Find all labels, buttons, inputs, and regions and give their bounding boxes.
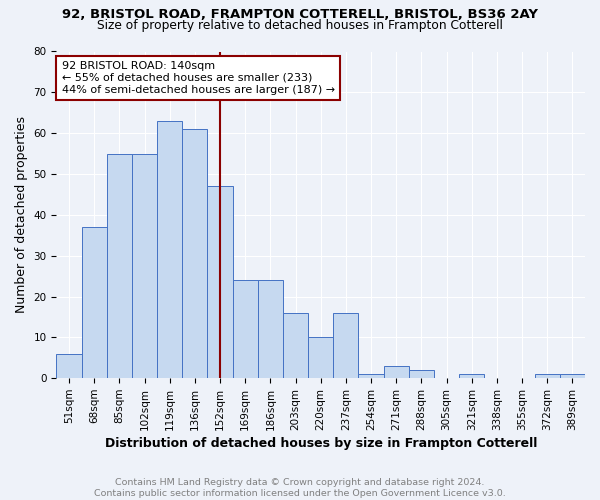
Bar	[459, 374, 484, 378]
Bar	[383, 366, 409, 378]
Text: 92 BRISTOL ROAD: 140sqm
← 55% of detached houses are smaller (233)
44% of semi-d: 92 BRISTOL ROAD: 140sqm ← 55% of detache…	[62, 62, 335, 94]
Bar	[333, 313, 358, 378]
Bar	[535, 374, 560, 378]
Bar	[208, 186, 233, 378]
Bar	[409, 370, 434, 378]
Bar	[233, 280, 258, 378]
Bar	[82, 227, 107, 378]
Text: Size of property relative to detached houses in Frampton Cotterell: Size of property relative to detached ho…	[97, 18, 503, 32]
Bar	[157, 121, 182, 378]
Bar	[56, 354, 82, 378]
Bar	[258, 280, 283, 378]
Bar	[132, 154, 157, 378]
Bar	[358, 374, 383, 378]
Bar	[182, 129, 208, 378]
Bar	[107, 154, 132, 378]
Bar	[560, 374, 585, 378]
Text: 92, BRISTOL ROAD, FRAMPTON COTTERELL, BRISTOL, BS36 2AY: 92, BRISTOL ROAD, FRAMPTON COTTERELL, BR…	[62, 8, 538, 20]
Y-axis label: Number of detached properties: Number of detached properties	[15, 116, 28, 314]
Bar	[308, 338, 333, 378]
Bar	[283, 313, 308, 378]
X-axis label: Distribution of detached houses by size in Frampton Cotterell: Distribution of detached houses by size …	[104, 437, 537, 450]
Text: Contains HM Land Registry data © Crown copyright and database right 2024.
Contai: Contains HM Land Registry data © Crown c…	[94, 478, 506, 498]
